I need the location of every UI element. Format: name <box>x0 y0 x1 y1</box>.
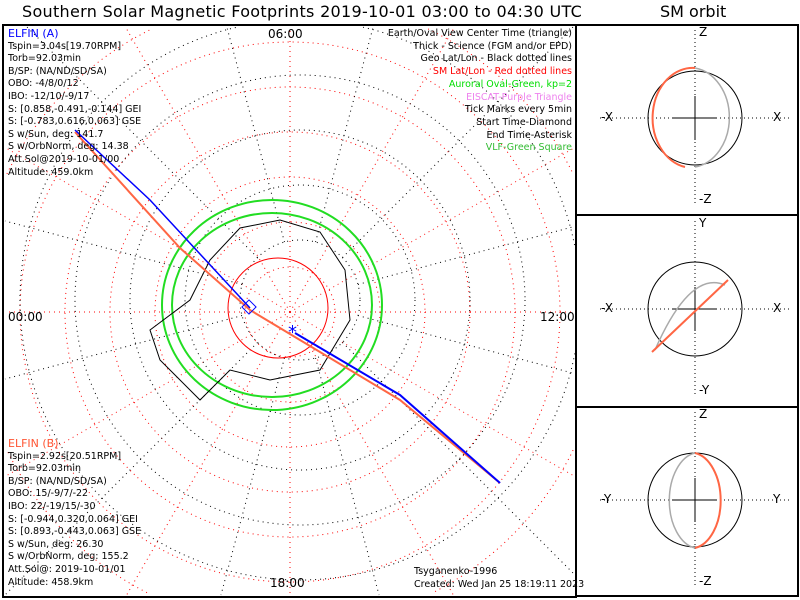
sm-longitude-line <box>126 311 291 596</box>
elfin-a-info-line: S: [-0.783,0.616,0.063] GSE <box>8 116 142 128</box>
geo-longitude-line <box>315 357 380 596</box>
orbit-axis-label-left: -X <box>601 110 613 124</box>
model-label: Tsyganenko-1996 <box>414 566 498 577</box>
legend-item: EISCAT-Purple Triangle <box>466 91 572 103</box>
elfin-b-info-line: S w/Sun, deg: 26.30 <box>8 538 104 550</box>
elfin-a-info-line: S: [0.858,-0.491,-0.144] GEI <box>8 103 142 115</box>
earth-outline <box>647 261 743 357</box>
geo-latitude-circle <box>129 129 471 471</box>
orbit-axis-label-left: -Y <box>601 492 612 506</box>
orbit-b-path <box>694 452 722 549</box>
sm-longitude-line <box>289 311 576 477</box>
mlt-label-right: 12:00 <box>540 310 575 324</box>
elfin-b-info-line: S: [0.893,-0.443,0.063] GSE <box>8 526 142 538</box>
elfin-b-info-line: OBO: 15/-9/7/-22 <box>8 488 89 500</box>
mlt-label-left: 00:00 <box>8 310 43 324</box>
elfin-a-info-line: B/SP: (NA/ND/SD/SA) <box>8 65 107 77</box>
legend-item: Tick Marks every 5min <box>464 104 572 116</box>
legend-item: VLF-Green Square <box>485 142 572 154</box>
elfin-b-info-line: IBO: 22/-19/15/-30 <box>8 500 96 512</box>
elfin-b-info-line: Altitude: 458.9km <box>8 576 94 588</box>
legend-item: Start Time-Diamond <box>476 116 572 128</box>
elfin-a-info: ELFIN (A) Tspin=3.04s[19.70RPM] Torb=92.0… <box>8 27 141 180</box>
elfin-a-footprint-track <box>74 129 251 309</box>
orbit-b-path <box>651 66 696 168</box>
elfin-a-info-line: Torb=92.03min <box>8 53 82 65</box>
elfin-b-info-line: Att.Sol@: 2019-10-01/01 <box>8 563 126 575</box>
created-label: Created: Wed Jan 25 18:19:11 2023 <box>414 579 585 590</box>
elfin-a-info-line: IBO: -12/10/-9/17 <box>8 90 90 102</box>
legend-item: Auroral Oval-Green, kp=2 <box>448 78 572 90</box>
orbit-axis-label-right: X <box>773 301 782 315</box>
orbit-a-path <box>654 281 726 351</box>
elfin-a-info-lines: Tspin=3.04s[19.70RPM] Torb=92.03min B/SP: … <box>8 41 141 180</box>
mlt-label-bottom: 18:00 <box>270 576 305 590</box>
elfin-b-name: ELFIN (B) <box>8 437 59 450</box>
elfin-a-info-line: OBO: -4/8/0/12 <box>8 78 79 90</box>
orbit-panels <box>600 30 790 588</box>
legend-item: Earth/Oval View Center Time (triangle) <box>387 28 572 39</box>
orbit-axis-label-left: -X <box>601 301 613 315</box>
auroral-oval-outer <box>161 199 383 411</box>
elfin-b-info-lines: Tspin=2.92s[20.51RPM] Torb=92.03min B/SP: … <box>8 451 141 590</box>
orbit-axis-label-bottom: -Z <box>699 192 712 206</box>
geo-longitude-line <box>226 26 285 243</box>
sm-pole-circle <box>227 257 329 359</box>
elfin-a-info-line: S w/OrbNorm, deg: 14.38 <box>8 141 129 153</box>
orbit-axis-label-top: Y <box>699 216 707 230</box>
polar-map: * <box>4 26 576 596</box>
sm-longitude-line <box>289 311 454 596</box>
orbit-axis-label-bottom: -Z <box>699 574 712 588</box>
orbit-axis-label-top: Z <box>699 25 708 39</box>
antarctica-coastline <box>149 219 351 401</box>
orbit-axis-label-top: Z <box>699 407 708 421</box>
orbit-axis-label-right: X <box>773 110 782 124</box>
geo-longitude-line <box>357 225 576 285</box>
end-asterisk-icon: * <box>288 322 297 343</box>
auroral-oval-inner <box>171 212 373 398</box>
elfin-a-info-line: Tspin=3.04s[19.70RPM] <box>8 40 122 52</box>
elfin-a-name: ELFIN (A) <box>8 27 59 40</box>
geo-longitude-line <box>342 342 576 576</box>
geo-longitude-line <box>4 220 243 285</box>
orbit-title: SM orbit <box>660 2 727 21</box>
start-diamond-icon <box>241 299 257 315</box>
legend-item: Thick - Science (FGM and/or EPD) <box>413 40 572 52</box>
geo-latitude-circle <box>74 74 526 526</box>
elfin-b-info: ELFIN (B) Tspin=2.92s[20.51RPM] Torb=92.0… <box>8 437 141 590</box>
geo-latitude-circle <box>19 26 576 581</box>
orbit-panel-yz <box>575 406 799 597</box>
elfin-b-info-line: S: [-0.944,0.320,0.064] GEI <box>8 513 138 525</box>
legend-item: End Time-Asterisk <box>486 129 572 141</box>
geo-longitude-line <box>4 315 243 380</box>
orbit-a-path <box>694 67 731 168</box>
geo-latitude-circle <box>184 184 416 416</box>
earth-outline <box>647 70 743 166</box>
elfin-b-info-line: Torb=92.03min <box>8 463 82 475</box>
elfin-a-info-line: Att.Sol@2019-10-01/00 <box>8 153 120 165</box>
elfin-b-info-line: B/SP: (NA/ND/SD/SA) <box>8 475 107 487</box>
geo-longitude-line <box>220 357 285 596</box>
geo-longitude-line <box>357 315 576 375</box>
geo-longitude-line <box>315 26 374 243</box>
elfin-a-info-line: S w/Sun, deg: 141.7 <box>8 128 104 140</box>
elfin-b-footprint-track <box>74 131 501 484</box>
mlt-label-top: 06:00 <box>268 27 303 41</box>
elfin-a-info-line: Altitude: 459.0km <box>8 166 94 178</box>
elfin-a-footprint-track-science <box>294 332 501 484</box>
legend-item: Geo Lat/Lon - Black dotted lines <box>420 53 572 65</box>
orbit-axis-label-right: Y <box>773 492 781 506</box>
elfin-b-info-line: S w/OrbNorm, deg: 155.2 <box>8 551 129 563</box>
orbit-a-path <box>668 452 696 549</box>
legend-item: SM Lat/Lon - Red dotted lines <box>432 66 572 78</box>
sm-longitude-line <box>289 147 576 313</box>
legend: Earth/Oval View Center Time (triangle) Th… <box>388 28 572 155</box>
plot-title: Southern Solar Magnetic Footprints 2019-… <box>22 2 583 21</box>
orbit-b-path <box>651 279 729 353</box>
elfin-b-info-line: Tspin=2.92s[20.51RPM] <box>8 450 122 462</box>
orbit-axis-label-bottom: -Y <box>699 383 710 397</box>
